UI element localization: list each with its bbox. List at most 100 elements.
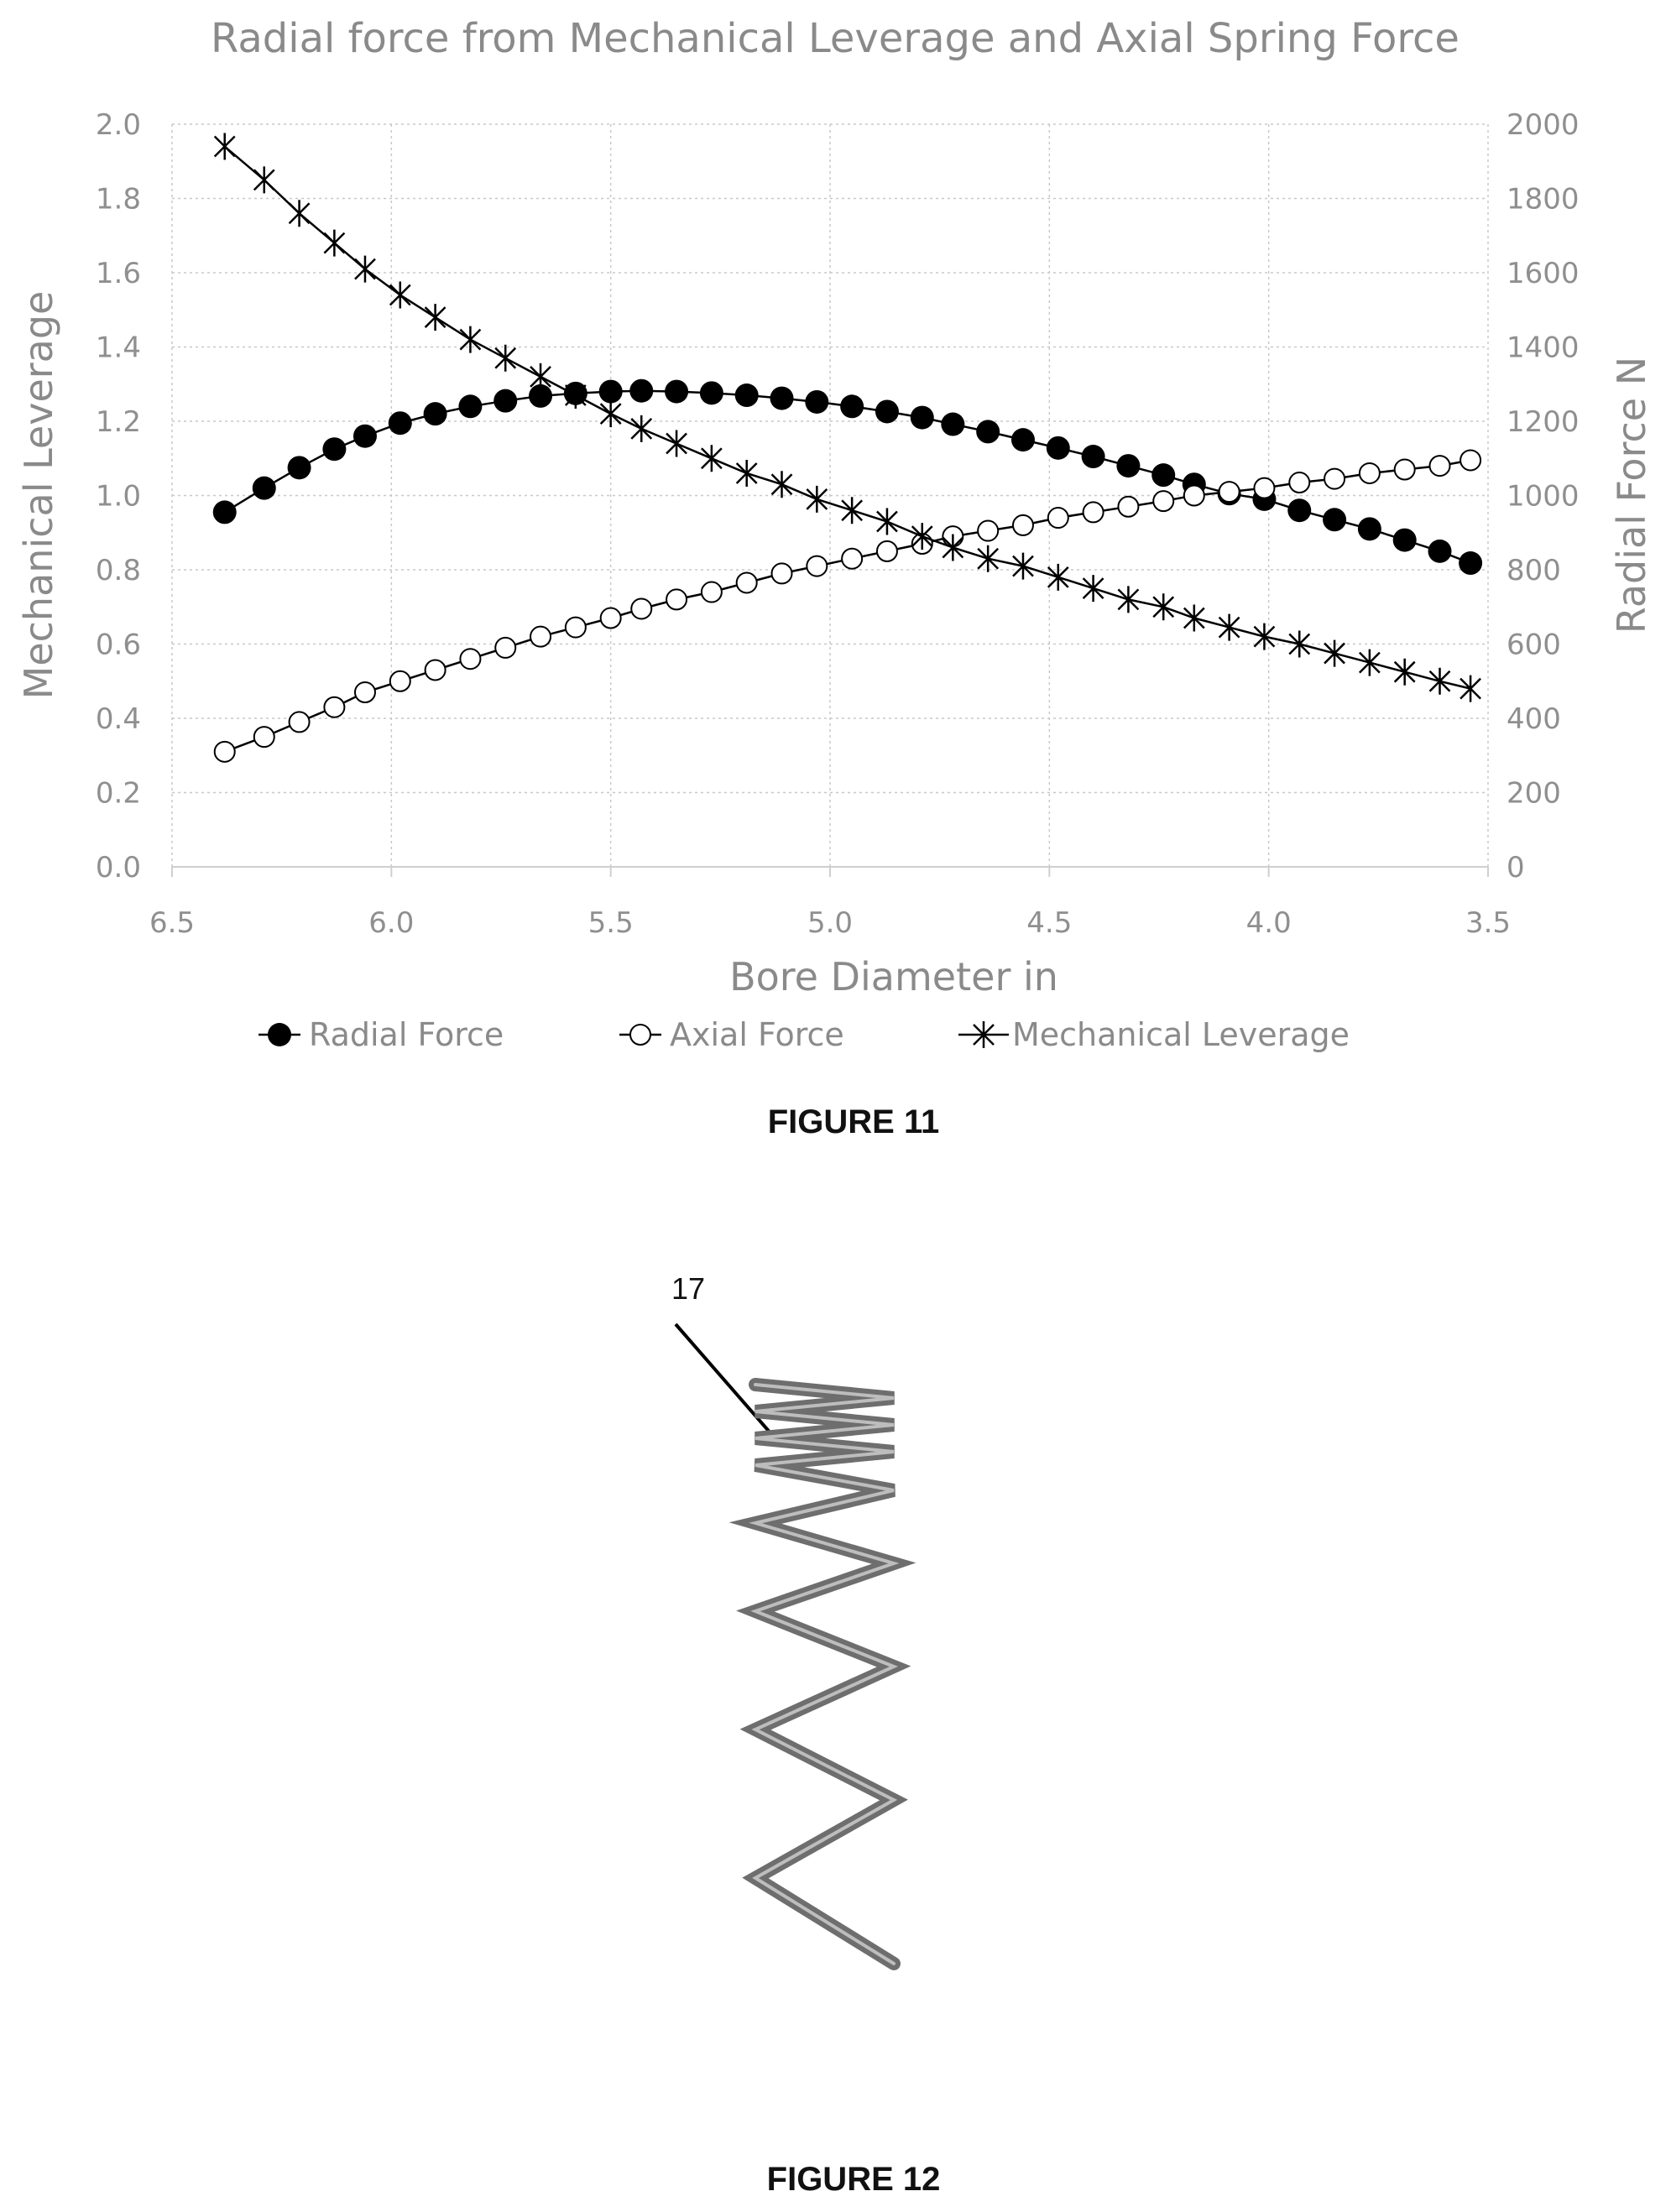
data-point — [876, 508, 898, 535]
left-axis-ticks: 0.0 0.2 0.4 0.6 0.8 1.0 1.2 1.4 1.6 1.8 2.0 — [96, 108, 141, 884]
data-point — [1428, 539, 1452, 563]
data-point — [494, 344, 517, 372]
right-tick-label: 2000 — [1507, 108, 1580, 142]
data-point — [323, 696, 346, 718]
data-point — [1151, 463, 1176, 488]
x-axis-title: Bore Diameter in — [729, 954, 1058, 999]
data-point — [1358, 462, 1381, 484]
data-point — [1117, 495, 1140, 518]
legend-label-mechanical-leverage: Mechanical Leverage — [1012, 1016, 1350, 1053]
data-point — [1324, 639, 1345, 667]
data-point — [599, 607, 622, 629]
data-point — [976, 420, 1000, 444]
data-point — [1047, 507, 1069, 530]
legend: Radial Force Axial Force Mechanical Leve… — [258, 1016, 1350, 1053]
data-point — [875, 399, 899, 424]
data-point — [806, 555, 828, 577]
right-tick-label: 1200 — [1507, 405, 1580, 439]
right-tick-label: 0 — [1507, 851, 1525, 884]
figure-11-chart: Radial force from Mechanical Leverage an… — [16, 15, 1654, 1053]
data-point — [806, 485, 828, 513]
right-axis-ticks: 0 200 400 600 800 1000 1200 1400 1600 1800 2000 — [1507, 108, 1580, 884]
data-point — [458, 394, 483, 419]
spring-coil-highlight — [749, 1383, 900, 1965]
data-point — [735, 459, 758, 487]
data-point — [1428, 667, 1451, 695]
x-tick-label: 5.5 — [588, 906, 634, 940]
data-point — [287, 456, 311, 480]
left-tick-label: 1.0 — [96, 480, 141, 514]
data-point — [212, 500, 237, 524]
figure-12-spring-diagram: 17 — [671, 1271, 916, 1970]
data-point — [1392, 528, 1417, 552]
data-point — [1117, 586, 1140, 613]
figure-12-label: FIGURE 12 — [766, 2161, 941, 2198]
data-point — [910, 405, 934, 430]
data-point — [388, 411, 412, 436]
data-point — [841, 547, 864, 570]
legend-label-axial-force: Axial Force — [670, 1016, 844, 1053]
data-point — [1152, 490, 1175, 513]
data-point — [700, 581, 723, 603]
legend-item-radial-force: Radial Force — [258, 1016, 504, 1053]
data-point — [1183, 604, 1205, 632]
data-point — [1046, 436, 1070, 460]
data-point — [840, 394, 864, 419]
data-point — [288, 711, 311, 733]
right-tick-label: 1600 — [1507, 257, 1580, 290]
data-point — [666, 588, 688, 611]
data-point — [1460, 675, 1481, 702]
data-point — [1010, 428, 1035, 452]
data-point — [530, 625, 552, 648]
data-point — [253, 166, 275, 194]
data-point — [805, 389, 829, 414]
x-tick-label: 6.0 — [368, 906, 414, 940]
left-tick-label: 0.4 — [96, 702, 141, 736]
series-radial-force — [212, 378, 1483, 576]
left-tick-label: 0.6 — [96, 629, 141, 662]
data-point — [1012, 552, 1034, 580]
data-point — [1253, 477, 1276, 499]
data-point — [1116, 454, 1141, 478]
series-line — [223, 145, 1471, 690]
spring-coil — [728, 1378, 916, 1970]
legend-item-mechanical-leverage: Mechanical Leverage — [958, 1016, 1350, 1053]
x-tick-label: 6.5 — [149, 906, 195, 940]
left-axis-title: Mechanical Leverage — [16, 291, 61, 700]
data-point — [424, 659, 446, 681]
data-point — [353, 681, 376, 704]
right-tick-label: 200 — [1507, 777, 1561, 811]
reference-numeral-17: 17 — [671, 1271, 705, 1306]
data-point — [735, 571, 758, 594]
right-tick-label: 1400 — [1507, 331, 1580, 365]
data-point — [252, 476, 276, 500]
data-point — [629, 378, 654, 403]
data-point — [1324, 467, 1346, 490]
data-point — [599, 400, 622, 428]
data-point — [1288, 472, 1311, 494]
data-point — [1218, 613, 1240, 641]
data-point — [666, 430, 687, 457]
data-point — [665, 379, 689, 404]
data-point — [699, 381, 723, 405]
data-point — [942, 534, 964, 561]
left-tick-label: 0.0 — [96, 851, 141, 884]
left-tick-label: 1.2 — [96, 405, 141, 439]
legend-label-radial-force: Radial Force — [309, 1016, 504, 1053]
data-point — [1460, 449, 1482, 472]
data-point — [1287, 498, 1312, 523]
data-point — [253, 726, 275, 749]
series-mechanical-leverage — [213, 133, 1481, 702]
legend-item-axial-force: Axial Force — [619, 1016, 844, 1053]
data-point — [1047, 563, 1069, 591]
data-point — [1459, 551, 1483, 576]
left-tick-label: 2.0 — [96, 108, 141, 142]
right-tick-label: 800 — [1507, 554, 1561, 587]
data-point — [529, 383, 553, 408]
data-point — [494, 636, 517, 659]
data-point — [389, 281, 411, 309]
data-point — [770, 386, 794, 410]
data-point — [630, 415, 653, 442]
left-tick-label: 1.4 — [96, 331, 141, 365]
data-point — [734, 383, 759, 408]
